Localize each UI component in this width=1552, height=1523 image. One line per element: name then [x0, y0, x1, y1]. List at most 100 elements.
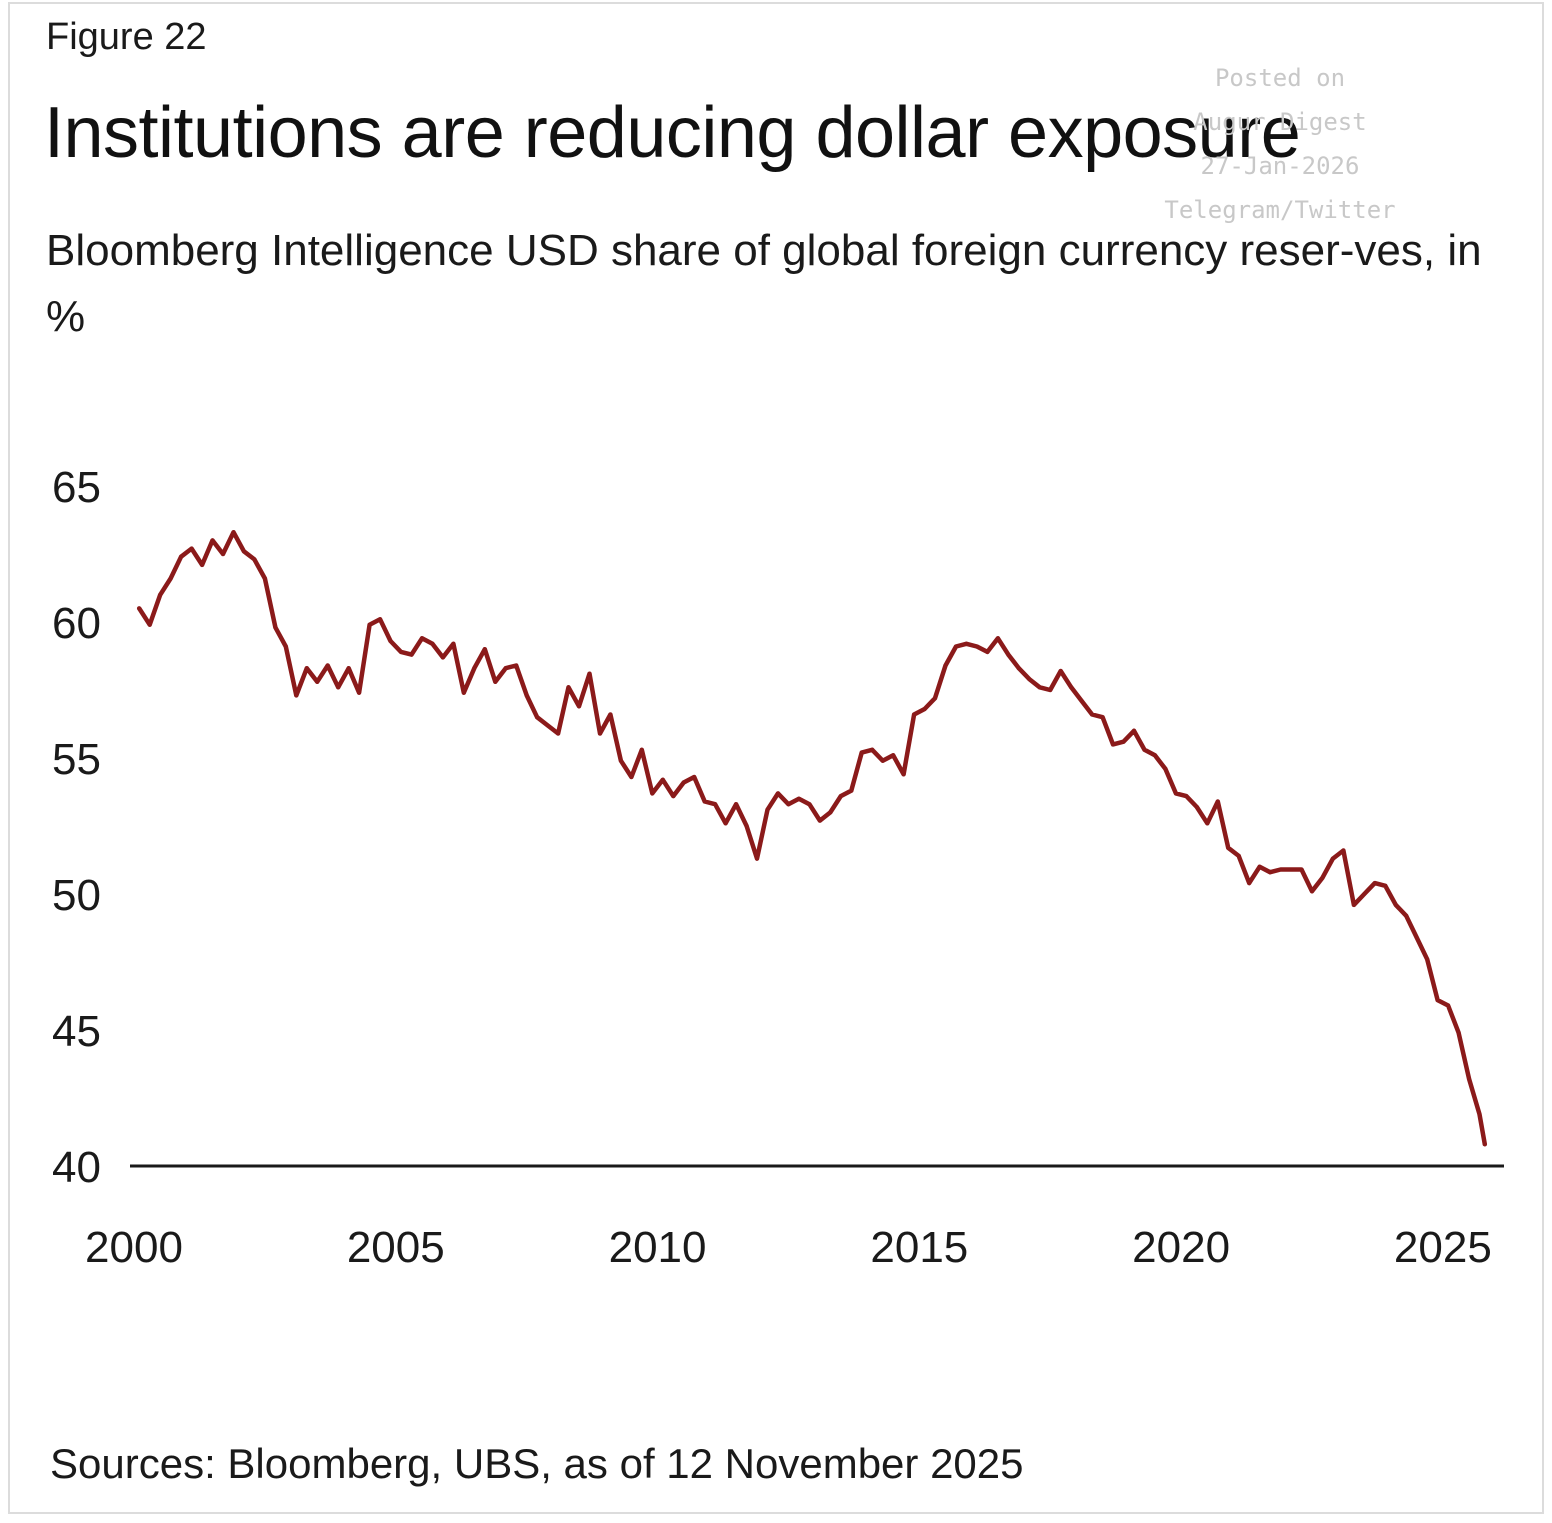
data-point [1090, 712, 1095, 717]
data-point [1027, 677, 1032, 682]
data-point [954, 644, 958, 649]
data-point [786, 802, 791, 807]
watermark-line: Augur Digest [1193, 108, 1367, 136]
watermark-line: Telegram/Twitter [1164, 196, 1396, 224]
x-tick-label: 2015 [870, 1223, 968, 1272]
data-point [692, 775, 697, 779]
data-point [1194, 805, 1199, 809]
data-point [231, 530, 236, 535]
data-point [1152, 753, 1157, 758]
data-point [399, 649, 403, 654]
data-point [828, 810, 833, 815]
data-point [650, 791, 655, 796]
watermark-line: Posted on [1214, 64, 1346, 92]
data-point [1477, 1112, 1482, 1117]
data-point [817, 818, 822, 823]
data-point [1247, 881, 1252, 886]
data-point [1435, 998, 1440, 1003]
data-point [1341, 848, 1346, 853]
data-point [1320, 875, 1325, 880]
data-point [315, 679, 320, 684]
x-tick-label: 2010 [609, 1223, 707, 1272]
data-point [158, 592, 163, 597]
data-point [1310, 889, 1314, 894]
data-point [388, 639, 393, 643]
data-point [734, 802, 739, 807]
data-point [608, 712, 613, 717]
data-point [1414, 935, 1419, 940]
data-point [1393, 902, 1398, 907]
data-point [744, 824, 749, 828]
data-point [493, 679, 498, 684]
data-point [1289, 867, 1294, 872]
data-point [629, 775, 634, 779]
data-point [577, 704, 581, 709]
data-point [346, 666, 351, 671]
data-point [891, 753, 896, 758]
data-point [472, 666, 477, 671]
data-point [1016, 666, 1021, 671]
data-point [755, 856, 759, 861]
data-point [681, 780, 686, 785]
data-point [1132, 728, 1136, 733]
chart-subtitle: Bloomberg Intelligence USD share of glob… [46, 226, 1482, 341]
data-point [221, 552, 225, 556]
data-point [1372, 881, 1377, 886]
data-point [451, 641, 456, 646]
data-point [200, 562, 205, 567]
series-line [136, 529, 1488, 1147]
data-point [262, 576, 267, 581]
data-point [1351, 902, 1356, 907]
data-point [1079, 698, 1084, 703]
data-point [252, 557, 257, 562]
data-point [524, 693, 529, 698]
data-point [556, 731, 561, 736]
x-axis-ticks: 2000 2005 2010 2015 2020 2025 [85, 1223, 1492, 1272]
data-point [336, 685, 341, 690]
data-point [461, 690, 466, 695]
data-point [671, 794, 676, 799]
data-point [283, 644, 288, 649]
data-point [430, 641, 435, 646]
data-point [1383, 883, 1388, 888]
data-point [440, 655, 445, 660]
data-point [1278, 867, 1283, 872]
data-point [618, 758, 623, 763]
data-point [420, 636, 424, 641]
data-point [1121, 739, 1126, 744]
y-tick-label: 50 [52, 871, 101, 920]
data-point [514, 663, 519, 668]
data-point [147, 622, 152, 627]
data-point [1111, 742, 1115, 747]
data-point [776, 791, 780, 796]
data-point [901, 772, 906, 777]
data-point [870, 747, 875, 752]
x-tick-label: 2025 [1394, 1223, 1492, 1272]
data-point [503, 666, 508, 671]
data-point [1456, 1030, 1461, 1035]
data-point [378, 617, 383, 622]
y-tick-label: 40 [52, 1143, 101, 1192]
data-point [838, 794, 843, 799]
data-point [1058, 669, 1063, 673]
data-point [1330, 856, 1335, 861]
y-tick-label: 45 [52, 1007, 101, 1056]
data-point [1006, 652, 1011, 657]
data-point [325, 663, 330, 668]
data-point [1482, 1142, 1487, 1147]
data-point [922, 707, 927, 711]
watermark: Posted on Augur Digest 27-Jan-2026 Teleg… [1130, 56, 1430, 232]
data-point [974, 644, 979, 649]
data-point [273, 625, 278, 630]
data-point [1037, 685, 1042, 690]
data-point [995, 636, 1000, 641]
data-point [1205, 821, 1210, 826]
data-point [1048, 688, 1053, 692]
data-point [849, 788, 854, 793]
data-point [985, 649, 990, 654]
y-axis-ticks: 40 45 50 55 60 65 [52, 463, 101, 1192]
data-point [409, 652, 414, 657]
data-point [943, 663, 948, 668]
data-point [1184, 794, 1189, 799]
